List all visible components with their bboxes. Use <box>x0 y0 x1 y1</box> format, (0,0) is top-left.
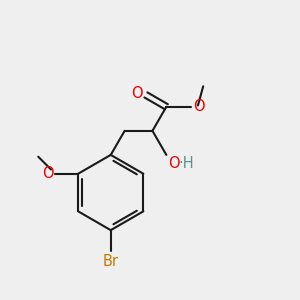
Text: O: O <box>193 99 204 114</box>
Text: Br: Br <box>103 254 119 269</box>
Text: O: O <box>131 86 142 101</box>
Text: O: O <box>42 166 54 181</box>
Text: ·H: ·H <box>178 156 194 171</box>
Text: O: O <box>168 156 179 171</box>
